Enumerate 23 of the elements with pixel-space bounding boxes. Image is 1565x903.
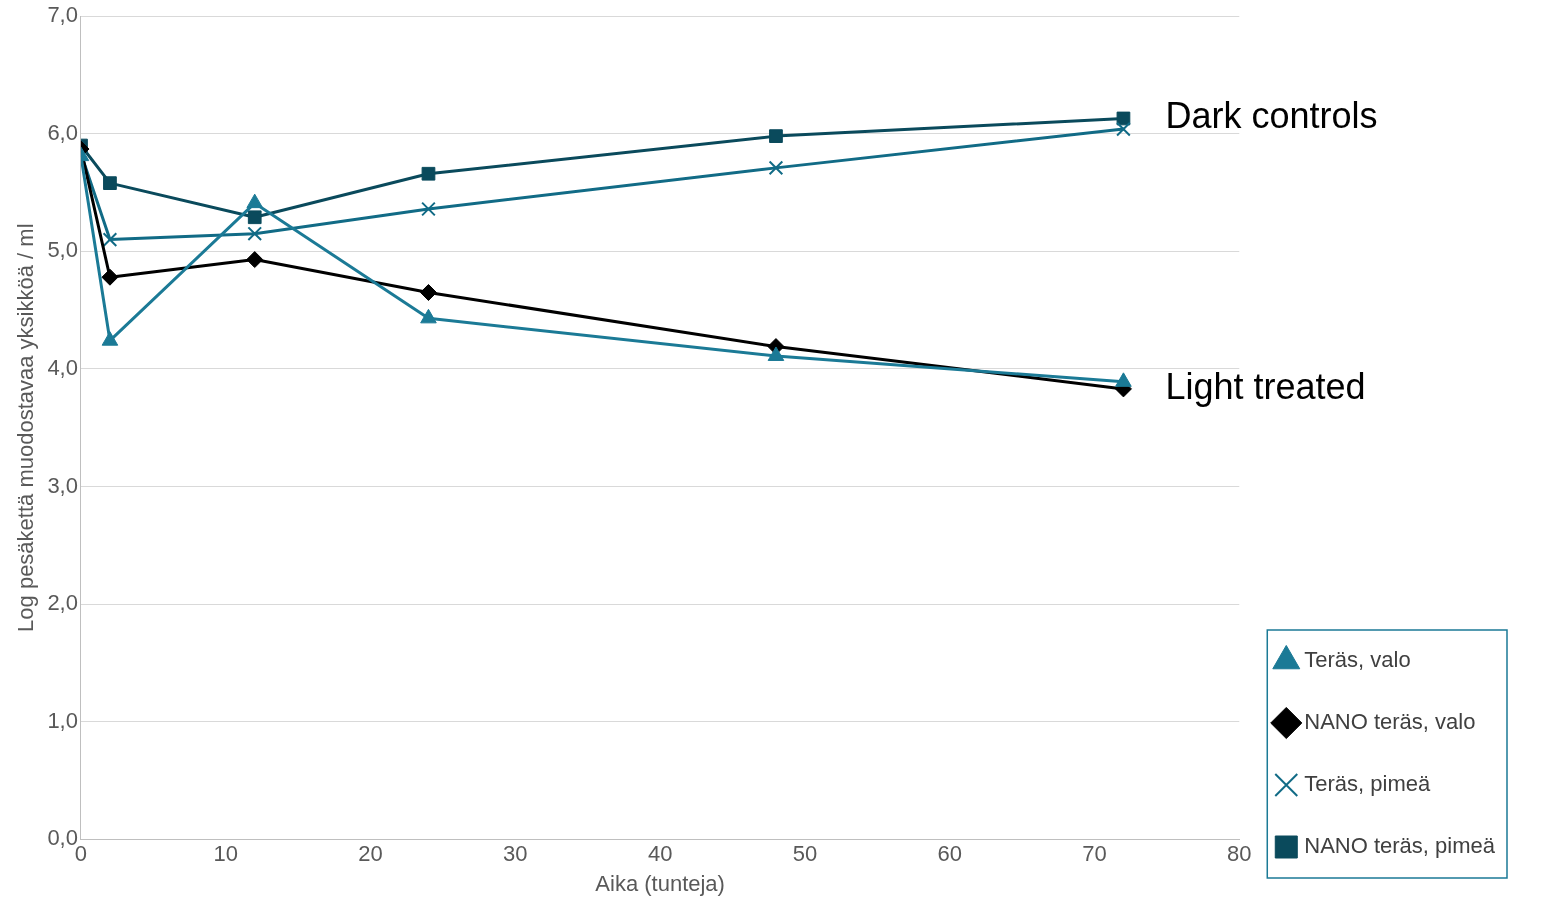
x-tick-label: 80	[1227, 841, 1252, 867]
legend-label: Teräs, pimeä	[1304, 771, 1431, 797]
x-tick-label: 40	[647, 841, 673, 867]
y-tick-label: 3,0	[47, 472, 78, 498]
x-tick-label: 50	[792, 841, 818, 867]
legend-label: NANO teräs, valo	[1304, 709, 1476, 735]
annotation: Dark controls	[1165, 95, 1378, 137]
x-tick-label: 10	[213, 841, 239, 867]
x-axis-title: Aika (tunteja)	[595, 870, 725, 896]
y-tick-label: 6,0	[47, 119, 78, 145]
legend-label: Teräs, valo	[1304, 647, 1411, 673]
x-tick-label: 70	[1082, 841, 1107, 867]
x-tick-label: 60	[937, 841, 962, 867]
y-tick-label: 2,0	[47, 590, 78, 616]
annotation: Light treated	[1165, 365, 1366, 407]
y-tick-label: 7,0	[47, 2, 78, 28]
y-tick-label: 5,0	[47, 237, 78, 263]
legend-label: NANO teräs, pimeä	[1304, 833, 1496, 859]
y-tick-label: 4,0	[47, 354, 78, 380]
x-tick-label: 30	[503, 841, 528, 867]
x-tick-label: 20	[358, 841, 383, 867]
y-tick-label: 1,0	[47, 707, 78, 733]
y-axis-title: Log pesäkettä muodostavaa yksikköä / ml	[13, 223, 39, 632]
